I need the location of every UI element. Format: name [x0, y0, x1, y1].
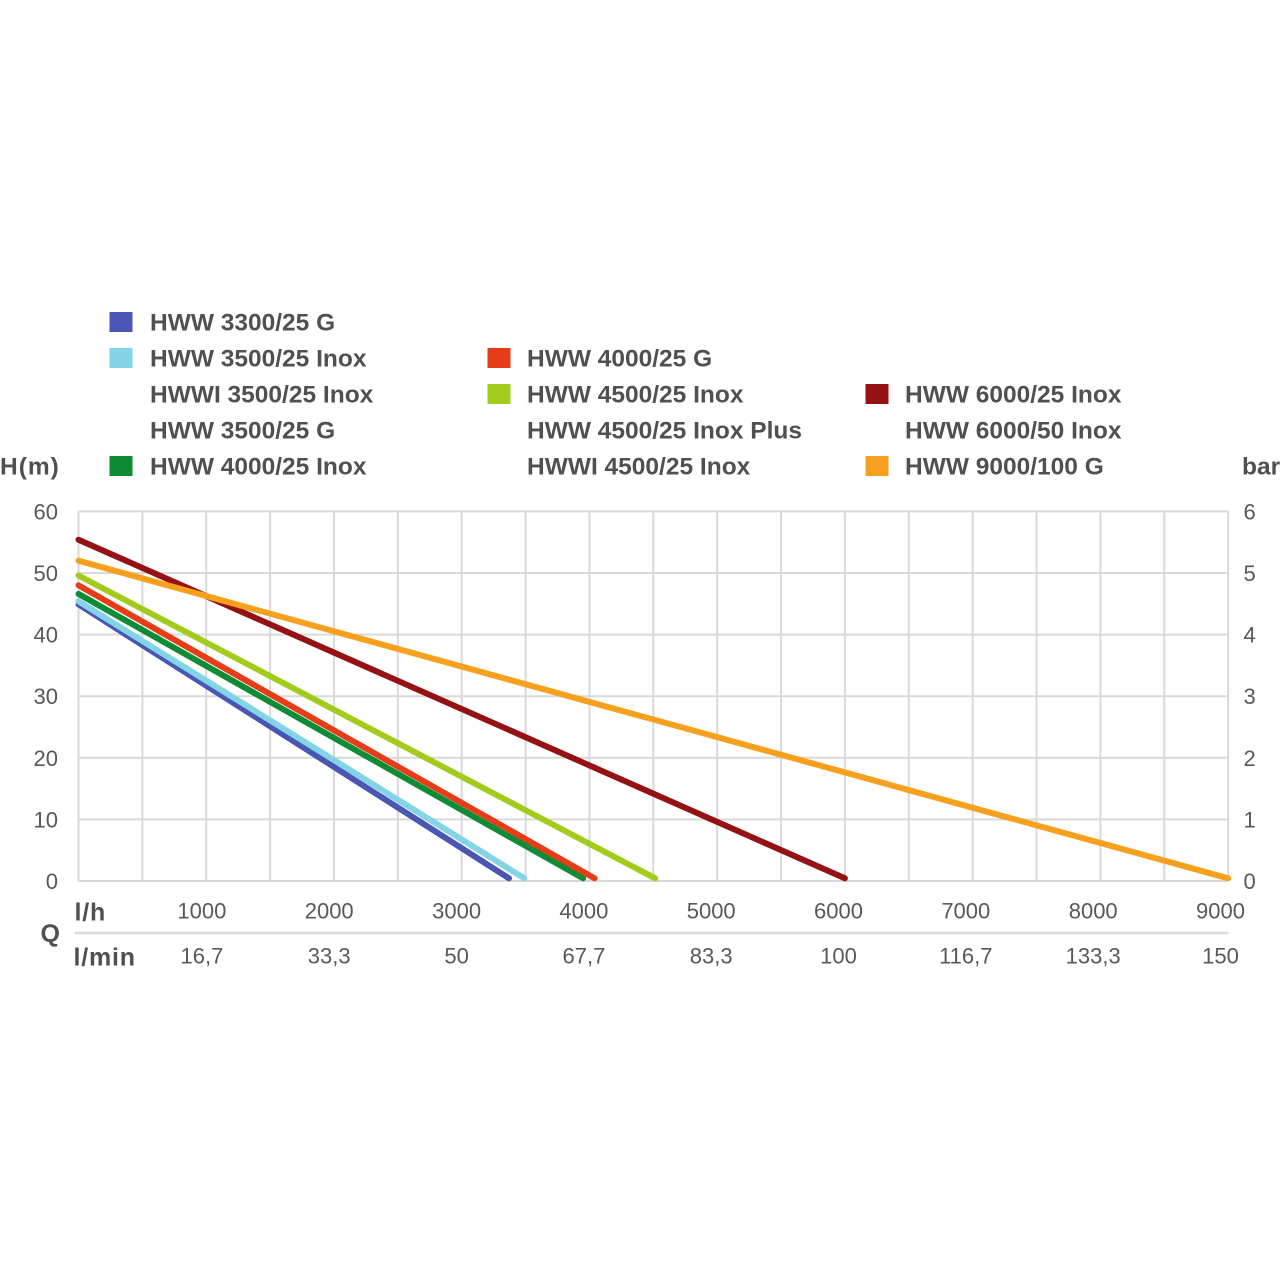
svg-text:3000: 3000 [432, 899, 481, 924]
svg-text:HWW 3500/25 G: HWW 3500/25 G [150, 418, 335, 445]
svg-text:HWW 6000/25 Inox: HWW 6000/25 Inox [905, 382, 1122, 409]
svg-text:6000: 6000 [814, 899, 863, 924]
svg-text:bar: bar [1242, 454, 1280, 481]
svg-text:1: 1 [1244, 807, 1256, 832]
svg-text:60: 60 [34, 499, 58, 524]
svg-text:HWWI 3500/25 Inox: HWWI 3500/25 Inox [150, 382, 374, 409]
svg-text:0: 0 [1244, 869, 1256, 894]
svg-text:50: 50 [444, 944, 468, 969]
svg-text:HWWI 4500/25 Inox: HWWI 4500/25 Inox [527, 454, 751, 481]
svg-text:50: 50 [34, 561, 58, 586]
svg-text:67,7: 67,7 [562, 944, 605, 969]
svg-text:33,3: 33,3 [308, 944, 351, 969]
svg-text:2: 2 [1244, 746, 1256, 771]
svg-text:100: 100 [820, 944, 857, 969]
svg-text:HWW 9000/100 G: HWW 9000/100 G [905, 454, 1104, 481]
svg-text:0: 0 [46, 869, 58, 894]
svg-text:HWW 6000/50 Inox: HWW 6000/50 Inox [905, 418, 1122, 445]
svg-text:116,7: 116,7 [939, 944, 992, 969]
svg-text:16,7: 16,7 [180, 944, 223, 969]
svg-text:9000: 9000 [1196, 899, 1245, 924]
svg-text:5: 5 [1244, 561, 1256, 586]
svg-text:40: 40 [34, 623, 58, 648]
svg-text:HWW 3300/25 G: HWW 3300/25 G [150, 310, 335, 337]
svg-text:4: 4 [1244, 623, 1256, 648]
svg-text:150: 150 [1202, 944, 1239, 969]
svg-text:l/min: l/min [74, 944, 136, 972]
svg-text:3: 3 [1244, 684, 1256, 709]
svg-text:133,3: 133,3 [1066, 944, 1121, 969]
svg-text:1000: 1000 [177, 899, 226, 924]
svg-text:HWW 4500/25 Inox: HWW 4500/25 Inox [527, 382, 744, 409]
svg-text:2000: 2000 [305, 899, 354, 924]
svg-text:6: 6 [1244, 499, 1256, 524]
svg-text:20: 20 [34, 746, 58, 771]
svg-text:30: 30 [34, 684, 58, 709]
svg-text:HWW 4500/25 Inox Plus: HWW 4500/25 Inox Plus [527, 418, 802, 445]
svg-text:Q: Q [41, 920, 60, 948]
svg-text:10: 10 [34, 807, 58, 832]
svg-text:8000: 8000 [1069, 899, 1118, 924]
svg-text:5000: 5000 [687, 899, 736, 924]
svg-text:7000: 7000 [941, 899, 990, 924]
svg-text:83,3: 83,3 [690, 944, 733, 969]
svg-text:4000: 4000 [559, 899, 608, 924]
svg-text:l/h: l/h [75, 899, 107, 927]
svg-text:HWW 4000/25 Inox: HWW 4000/25 Inox [150, 454, 367, 481]
svg-text:HWW 4000/25 G: HWW 4000/25 G [527, 346, 712, 373]
svg-text:HWW 3500/25 Inox: HWW 3500/25 Inox [150, 346, 367, 373]
svg-text:H(m): H(m) [0, 454, 60, 481]
